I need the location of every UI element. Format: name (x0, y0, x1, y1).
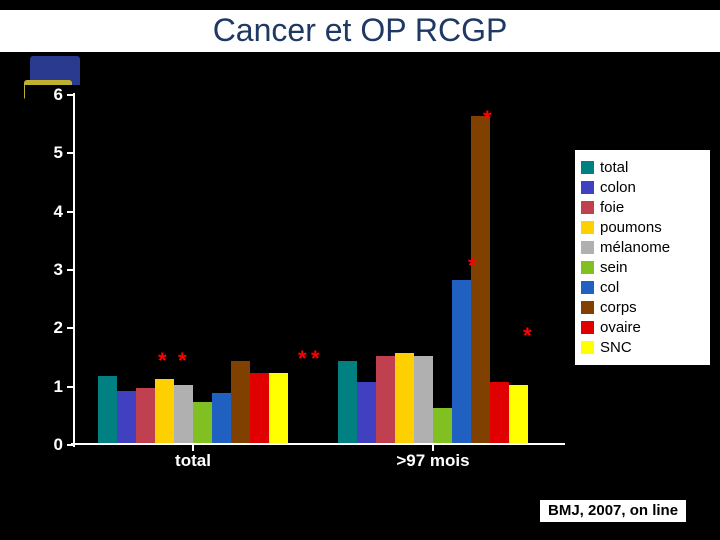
slide: Cancer et OP RCGP 0123456total>97 mois**… (0, 0, 720, 540)
bar-97mois-sein (433, 408, 452, 443)
ytick-label: 0 (23, 435, 63, 455)
legend-label: ovaire (600, 319, 641, 336)
significance-asterisk: * (158, 350, 167, 372)
bar-total-foie (136, 388, 155, 443)
ytick-mark (67, 211, 73, 213)
legend-swatch (581, 241, 594, 254)
bar-97mois-ovaire (490, 382, 509, 443)
ytick-label: 5 (23, 143, 63, 163)
legend-item-corps: corps (581, 299, 704, 316)
bar-total-ovaire (250, 373, 269, 443)
significance-asterisk: * (468, 255, 477, 277)
legend-label: SNC (600, 339, 632, 356)
legend: total colon foie poumons mélanome sein col corp… (575, 150, 710, 365)
legend-label: sein (600, 259, 628, 276)
bar-total-corps (231, 361, 250, 443)
bar-chart: 0123456total>97 mois******* (25, 85, 570, 485)
legend-swatch (581, 181, 594, 194)
source-citation: BMJ, 2007, on line (540, 500, 686, 522)
legend-swatch (581, 161, 594, 174)
significance-asterisk: * (311, 348, 320, 370)
ytick-mark (67, 444, 73, 446)
bar-total-col (212, 393, 231, 443)
legend-item-melanome: mélanome (581, 239, 704, 256)
legend-label: total (600, 159, 628, 176)
xtick-label: >97 mois (396, 451, 469, 471)
legend-swatch (581, 201, 594, 214)
bar-total-poumons (155, 379, 174, 443)
bar-97mois-snc (509, 385, 528, 443)
legend-label: corps (600, 299, 637, 316)
legend-label: col (600, 279, 619, 296)
bar-total-melanome (174, 385, 193, 443)
legend-label: mélanome (600, 239, 670, 256)
significance-asterisk: * (523, 325, 532, 347)
legend-swatch (581, 321, 594, 334)
ytick-label: 3 (23, 260, 63, 280)
bar-97mois-foie (376, 356, 395, 444)
bar-total-colon (117, 391, 136, 444)
bar-97mois-corps (471, 116, 490, 443)
bar-total-sein (193, 402, 212, 443)
legend-label: colon (600, 179, 636, 196)
ytick-label: 6 (23, 85, 63, 105)
legend-item-col: col (581, 279, 704, 296)
bar-97mois-poumons (395, 353, 414, 443)
ytick-label: 2 (23, 318, 63, 338)
page-title: Cancer et OP RCGP (0, 10, 720, 52)
legend-swatch (581, 221, 594, 234)
legend-swatch (581, 281, 594, 294)
ytick-mark (67, 269, 73, 271)
legend-item-poumons: poumons (581, 219, 704, 236)
ytick-mark (67, 327, 73, 329)
significance-asterisk: * (298, 348, 307, 370)
legend-item-sein: sein (581, 259, 704, 276)
ytick-label: 1 (23, 377, 63, 397)
legend-item-colon: colon (581, 179, 704, 196)
legend-swatch (581, 261, 594, 274)
legend-label: foie (600, 199, 624, 216)
ytick-label: 4 (23, 202, 63, 222)
xtick-label: total (175, 451, 211, 471)
legend-label: poumons (600, 219, 662, 236)
legend-item-ovaire: ovaire (581, 319, 704, 336)
legend-swatch (581, 341, 594, 354)
legend-item-total: total (581, 159, 704, 176)
bar-97mois-total (338, 361, 357, 443)
ytick-mark (67, 386, 73, 388)
legend-item-snc: SNC (581, 339, 704, 356)
significance-asterisk: * (483, 108, 492, 130)
significance-asterisk: * (178, 350, 187, 372)
bar-total-total (98, 376, 117, 443)
legend-swatch (581, 301, 594, 314)
source-text: BMJ, 2007, on line (548, 502, 678, 519)
legend-item-foie: foie (581, 199, 704, 216)
ytick-mark (67, 94, 73, 96)
y-axis (73, 93, 75, 447)
bar-total-snc (269, 373, 288, 443)
bar-97mois-colon (357, 382, 376, 443)
x-axis (71, 443, 565, 445)
bar-97mois-col (452, 280, 471, 443)
ytick-mark (67, 152, 73, 154)
bar-97mois-melanome (414, 356, 433, 444)
